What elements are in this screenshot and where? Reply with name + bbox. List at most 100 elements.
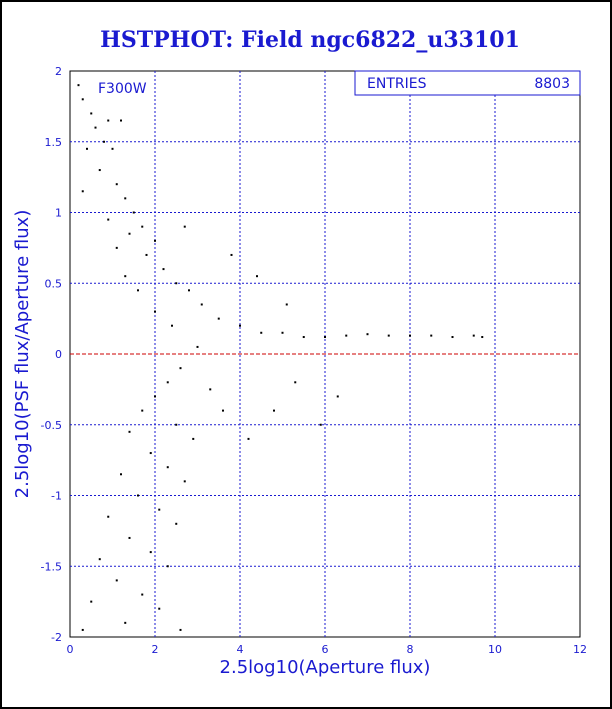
data-point	[166, 381, 169, 384]
data-point	[366, 333, 369, 336]
data-point	[196, 345, 199, 348]
data-point	[115, 246, 118, 249]
y-tick-label: 2	[55, 65, 62, 78]
data-point	[115, 183, 118, 186]
data-point	[141, 593, 144, 596]
data-point	[319, 423, 322, 426]
data-point	[107, 119, 110, 122]
data-point	[430, 334, 433, 337]
data-point	[175, 282, 178, 285]
data-points	[77, 84, 484, 631]
data-point	[86, 147, 88, 150]
data-point	[128, 430, 131, 433]
data-point	[145, 253, 148, 256]
data-point	[451, 336, 454, 339]
data-point	[128, 232, 131, 235]
data-point	[302, 336, 305, 339]
data-point	[273, 409, 275, 412]
data-point	[175, 522, 178, 525]
data-point	[166, 466, 169, 469]
data-point	[239, 324, 241, 327]
x-tick-labels: 0 2 4 6 8 10 12	[67, 643, 588, 656]
y-tick-label: 0	[55, 348, 62, 361]
data-point	[247, 437, 250, 440]
y-tick-label: -2	[51, 631, 62, 644]
x-tick-label: 8	[407, 643, 414, 656]
x-tick-label: 10	[488, 643, 502, 656]
y-tick-label: 1.5	[45, 136, 63, 149]
stats-entries-label: ENTRIES	[367, 76, 427, 92]
data-point	[81, 98, 84, 101]
y-tick-label: -1	[51, 490, 62, 503]
data-point	[387, 334, 390, 337]
data-point	[149, 551, 152, 554]
data-point	[120, 473, 122, 476]
x-tick-label: 0	[67, 643, 74, 656]
data-point	[81, 190, 84, 193]
y-tick-label: -0.5	[41, 419, 62, 432]
data-point	[188, 289, 190, 292]
data-point	[230, 253, 233, 256]
data-point	[324, 336, 326, 339]
data-point	[336, 395, 339, 398]
data-point	[256, 275, 258, 278]
data-point	[124, 621, 127, 624]
data-point	[128, 536, 131, 539]
data-point	[183, 225, 186, 228]
data-point	[107, 515, 110, 518]
data-point	[409, 334, 411, 337]
data-point	[222, 409, 224, 412]
chart-title: HSTPHOT: Field ngc6822_u33101	[100, 27, 520, 53]
data-point	[124, 197, 127, 200]
data-point	[98, 558, 101, 561]
data-point	[137, 289, 139, 292]
data-point	[472, 334, 475, 337]
data-point	[94, 126, 97, 129]
x-tick-label: 6	[322, 643, 329, 656]
data-point	[158, 508, 161, 511]
data-point	[124, 275, 127, 278]
data-point	[81, 628, 84, 631]
data-point	[260, 331, 263, 334]
y-tick-label: 0.5	[45, 277, 63, 290]
x-tick-label: 2	[152, 643, 159, 656]
data-point	[115, 579, 118, 582]
data-point	[166, 565, 169, 568]
data-point	[103, 140, 105, 143]
stats-box: ENTRIES 8803	[354, 70, 581, 96]
y-tick-label: -1.5	[41, 560, 62, 573]
data-point	[98, 169, 101, 172]
data-point	[209, 388, 212, 391]
data-point	[294, 381, 297, 384]
data-point	[171, 324, 173, 327]
data-point	[137, 494, 139, 497]
x-tick-label: 4	[237, 643, 244, 656]
data-point	[154, 239, 156, 242]
y-axis-label: 2.5log10(PSF flux/Aperture flux)	[12, 210, 33, 499]
data-point	[77, 84, 80, 87]
data-point	[107, 218, 110, 221]
data-point	[120, 119, 122, 122]
data-point	[149, 452, 152, 455]
stats-entries-value: 8803	[534, 76, 570, 92]
x-tick-label: 12	[573, 643, 587, 656]
data-point	[141, 225, 144, 228]
data-point	[141, 409, 144, 412]
data-point	[217, 317, 220, 320]
data-point	[162, 268, 165, 271]
data-point	[90, 112, 93, 115]
filter-label: F300W	[98, 81, 147, 97]
data-point	[345, 334, 348, 337]
data-point	[179, 628, 182, 631]
data-point	[183, 480, 186, 483]
data-point	[281, 331, 284, 334]
y-tick-label: 1	[55, 207, 62, 220]
data-point	[481, 336, 484, 339]
data-point	[111, 147, 114, 150]
data-point	[132, 211, 135, 214]
data-point	[179, 367, 182, 370]
y-tick-labels: -2 -1.5 -1 -0.5 0 0.5 1 1.5 2	[41, 65, 62, 644]
data-point	[90, 600, 93, 603]
